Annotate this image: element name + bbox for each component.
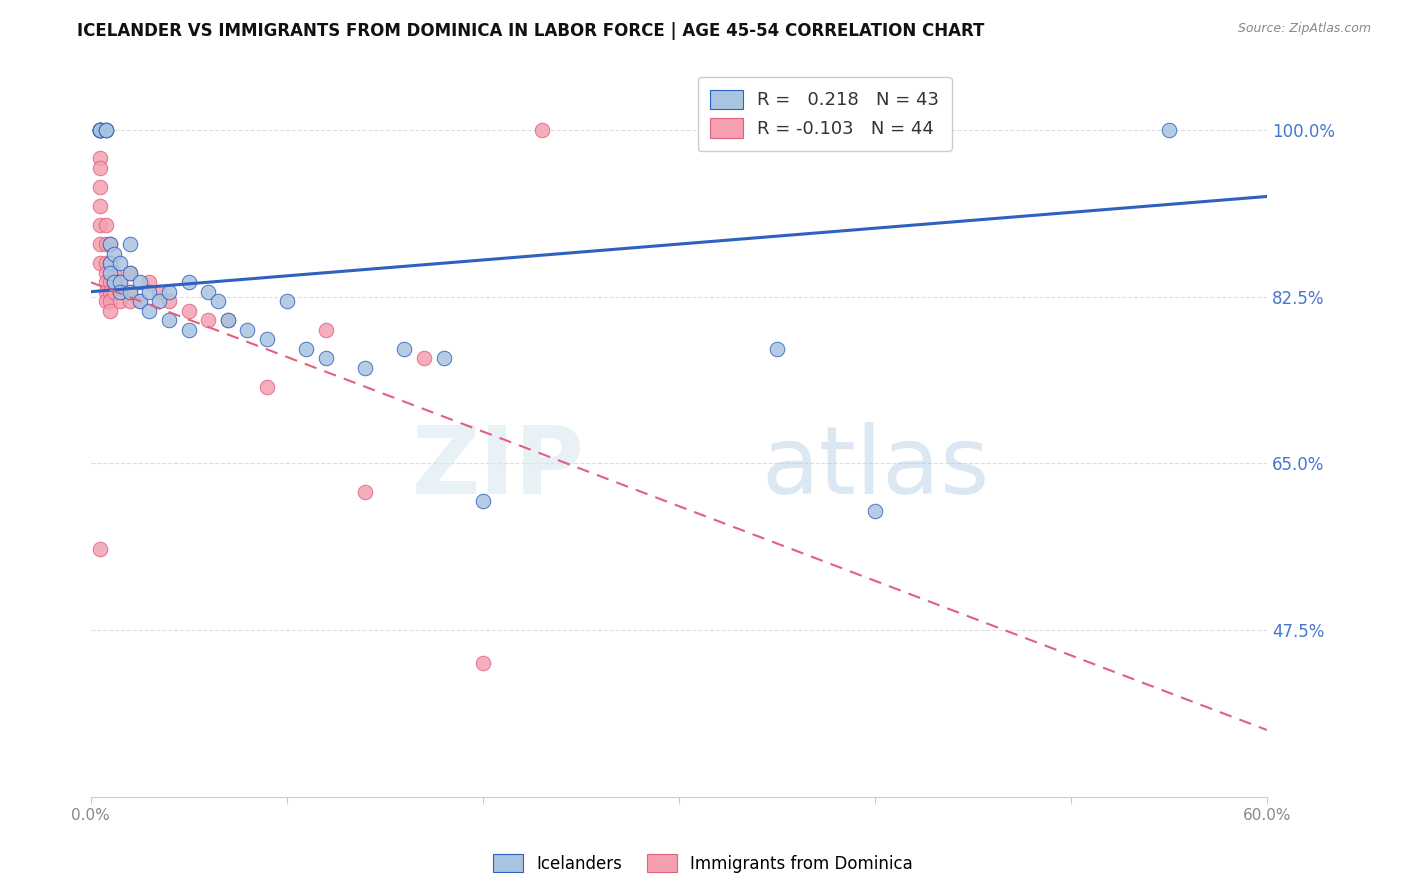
Point — [96, 285, 118, 299]
Point — [1157, 122, 1180, 136]
Point — [394, 342, 416, 356]
Point — [118, 285, 141, 299]
Point — [256, 332, 278, 346]
Legend: Icelanders, Immigrants from Dominica: Icelanders, Immigrants from Dominica — [486, 847, 920, 880]
Point — [412, 351, 434, 366]
Point — [276, 294, 298, 309]
Point — [157, 294, 180, 309]
Point — [432, 351, 454, 366]
Point — [98, 266, 121, 280]
Point — [471, 657, 494, 671]
Point — [354, 361, 377, 376]
Point — [315, 351, 337, 366]
Point — [217, 313, 239, 327]
Point — [118, 294, 141, 309]
Point — [96, 122, 118, 136]
Point — [118, 237, 141, 252]
Point — [256, 380, 278, 394]
Point — [295, 342, 318, 356]
Text: ICELANDER VS IMMIGRANTS FROM DOMINICA IN LABOR FORCE | AGE 45-54 CORRELATION CHA: ICELANDER VS IMMIGRANTS FROM DOMINICA IN… — [77, 22, 984, 40]
Point — [118, 285, 141, 299]
Point — [108, 294, 131, 309]
Point — [89, 218, 111, 232]
Point — [108, 275, 131, 289]
Point — [197, 285, 219, 299]
Point — [89, 541, 111, 556]
Point — [103, 266, 125, 280]
Point — [89, 122, 111, 136]
Point — [96, 266, 118, 280]
Point — [108, 275, 131, 289]
Point — [108, 285, 131, 299]
Point — [138, 275, 160, 289]
Point — [236, 323, 259, 337]
Point — [96, 237, 118, 252]
Point — [89, 199, 111, 213]
Point — [157, 285, 180, 299]
Point — [89, 161, 111, 175]
Point — [89, 122, 111, 136]
Point — [108, 256, 131, 270]
Point — [471, 494, 494, 508]
Point — [217, 313, 239, 327]
Text: atlas: atlas — [761, 422, 990, 514]
Point — [98, 303, 121, 318]
Point — [96, 122, 118, 136]
Point — [96, 218, 118, 232]
Point — [765, 342, 787, 356]
Point — [530, 122, 553, 136]
Point — [128, 275, 150, 289]
Point — [177, 275, 200, 289]
Point — [89, 152, 111, 166]
Point — [108, 285, 131, 299]
Point — [96, 275, 118, 289]
Point — [98, 275, 121, 289]
Point — [103, 285, 125, 299]
Point — [103, 275, 125, 289]
Point — [96, 256, 118, 270]
Point — [89, 122, 111, 136]
Point — [177, 323, 200, 337]
Point — [157, 313, 180, 327]
Point — [197, 313, 219, 327]
Point — [138, 303, 160, 318]
Point — [98, 237, 121, 252]
Point — [98, 256, 121, 270]
Point — [89, 256, 111, 270]
Point — [89, 180, 111, 194]
Point — [98, 256, 121, 270]
Point — [148, 294, 170, 309]
Point — [98, 285, 121, 299]
Point — [138, 285, 160, 299]
Point — [315, 323, 337, 337]
Point — [118, 266, 141, 280]
Point — [177, 303, 200, 318]
Point — [128, 294, 150, 309]
Point — [96, 294, 118, 309]
Point — [103, 246, 125, 260]
Point — [103, 275, 125, 289]
Point — [89, 237, 111, 252]
Text: Source: ZipAtlas.com: Source: ZipAtlas.com — [1237, 22, 1371, 36]
Text: ZIP: ZIP — [412, 422, 585, 514]
Point — [128, 294, 150, 309]
Point — [207, 294, 229, 309]
Point — [98, 294, 121, 309]
Point — [89, 122, 111, 136]
Point — [96, 122, 118, 136]
Legend: R =   0.218   N = 43, R = -0.103   N = 44: R = 0.218 N = 43, R = -0.103 N = 44 — [697, 77, 952, 151]
Point — [354, 484, 377, 499]
Point — [118, 266, 141, 280]
Point — [863, 504, 886, 518]
Point — [89, 122, 111, 136]
Point — [148, 285, 170, 299]
Point — [98, 237, 121, 252]
Point — [89, 122, 111, 136]
